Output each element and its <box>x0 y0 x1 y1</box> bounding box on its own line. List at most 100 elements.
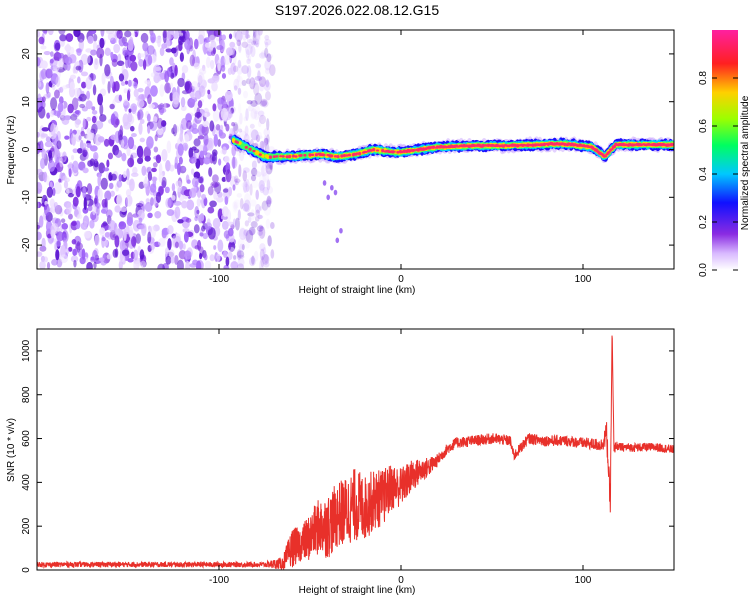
spectrogram-noise-speck <box>40 133 48 138</box>
spectrogram-noise-speck <box>50 122 56 136</box>
spectrogram-noise-speck <box>164 186 170 194</box>
spectrogram-noise-speck <box>52 60 61 72</box>
spectrogram-noise-speck <box>80 130 85 137</box>
spectrogram-noise-speck <box>181 65 189 74</box>
spectrogram-noise-speck <box>174 241 179 248</box>
spectrogram-noise-speck <box>174 206 181 219</box>
spectrogram-noise-speck <box>243 193 251 205</box>
spectrogram-noise-speck <box>151 167 157 173</box>
spectrogram-track-blob <box>340 154 344 158</box>
spectrogram-noise-speck <box>65 33 74 42</box>
spectrogram-noise-speck <box>189 188 197 198</box>
spectrogram-noise-speck <box>260 255 264 268</box>
spectrogram-track-blob <box>392 150 396 153</box>
spectrogram-noise-speck <box>98 257 105 262</box>
spectrogram-noise-speck <box>51 83 56 91</box>
spectrogram-noise-speck <box>237 59 242 69</box>
spectrogram-track-blob <box>330 154 334 158</box>
spectrogram-noise-speck <box>220 107 229 121</box>
spectrogram-noise-speck <box>55 239 62 247</box>
spectrogram-noise-speck <box>191 93 196 100</box>
spectrogram-noise-speck <box>240 30 249 35</box>
spectrogram-noise-speck <box>225 169 232 183</box>
spectrogram-noise-speck <box>254 213 261 220</box>
spectrogram-noise-speck <box>233 30 237 38</box>
spectrogram-noise-speck <box>58 96 64 105</box>
spectrogram-noise-speck <box>119 240 126 252</box>
spectrogram-xtick-label: 100 <box>575 274 592 285</box>
spectrogram-noise-speck <box>259 83 265 92</box>
spectrogram-noise-speck <box>156 117 164 129</box>
spectrogram-track-blob <box>235 141 239 144</box>
spectrogram-noise-speck <box>257 115 264 121</box>
spectrogram-noise-speck <box>245 30 249 40</box>
spectrogram-noise-speck <box>264 137 269 146</box>
spectrogram-noise-speck <box>233 175 239 183</box>
spectrogram-noise-speck <box>96 47 105 59</box>
spectrogram-noise-speck <box>71 239 77 245</box>
spectrogram-noise-speck <box>138 122 143 135</box>
spectrogram-noise-speck <box>266 53 274 59</box>
spectrogram-noise-speck <box>264 167 271 172</box>
spectrogram-noise-speck <box>197 135 205 140</box>
spectrogram-noise-speck <box>129 36 134 46</box>
spectrogram-noise-speck <box>112 249 118 258</box>
spectrogram-noise-speck <box>46 175 50 186</box>
spectrogram-noise-speck <box>46 186 54 198</box>
spectrogram-noise-speck <box>242 180 248 193</box>
spectrogram-noise-speck <box>268 146 275 152</box>
spectrogram-noise-speck <box>230 62 237 75</box>
spectrogram-noise-speck <box>235 217 240 231</box>
spectrogram-noise-speck <box>191 81 199 90</box>
spectrogram-noise-speck <box>85 100 93 110</box>
spectrogram-noise-speck <box>254 215 260 222</box>
spectrogram-noise-speck <box>233 199 242 209</box>
spectrogram-noise-speck <box>179 52 184 62</box>
spectrogram-noise-speck <box>227 228 234 237</box>
spectrogram-noise-speck <box>70 113 78 121</box>
spectrogram-noise-speck <box>37 131 40 138</box>
spectrogram-track-blob <box>345 154 349 157</box>
spectrogram-noise-speck <box>153 73 161 84</box>
spectrogram-noise-speck <box>263 135 268 148</box>
spectrogram-noise-speck <box>149 183 157 193</box>
spectrogram-noise-speck <box>159 84 165 97</box>
spectrogram-noise-speck <box>263 254 269 263</box>
spectrogram-noise-speck <box>118 174 123 182</box>
snr-y-axis: 0 200 400 600 800 1000 <box>21 339 674 573</box>
spectrogram-noise-speck <box>48 150 53 159</box>
spectrogram-noise-speck <box>41 148 47 160</box>
spectrogram-noise-speck <box>164 247 170 255</box>
spectrogram-noise-speck <box>131 235 137 248</box>
spectrogram-noise-speck <box>45 68 53 79</box>
spectrogram-noise-speck <box>149 120 158 132</box>
spectrogram-noise-speck <box>206 30 214 35</box>
spectrogram-noise-speck <box>258 173 266 186</box>
spectrogram-noise-speck <box>212 72 220 83</box>
spectrogram-noise-speck <box>230 107 235 114</box>
spectrogram-noise-speck <box>77 147 83 154</box>
spectrogram-noise-speck <box>181 200 188 209</box>
spectrogram-noise-speck <box>209 34 216 43</box>
spectrogram-noise-speck <box>104 190 112 201</box>
spectrogram-track-blob <box>258 153 262 156</box>
spectrogram-noise-speck <box>259 243 266 252</box>
spectrogram-noise-speck <box>56 140 62 150</box>
spectrogram-noise-speck <box>258 110 265 117</box>
spectrogram-noise-speck <box>73 30 81 38</box>
spectrogram-track-blob <box>275 155 279 158</box>
spectrogram-noise-speck <box>47 30 54 36</box>
spectrogram-noise-speck <box>94 234 100 246</box>
spectrogram-noise-speck <box>113 43 121 54</box>
spectrogram-noise-speck <box>223 264 230 269</box>
spectrogram-noise-speck <box>198 74 203 85</box>
spectrogram-track-blob <box>603 155 608 158</box>
spectrogram-noise-speck <box>194 111 202 118</box>
spectrogram-noise-speck <box>265 79 270 88</box>
spectrogram-noise-speck <box>238 40 242 54</box>
spectrogram-noise-speck <box>196 209 200 214</box>
spectrogram-noise-speck <box>249 256 256 267</box>
spectrogram-noise-speck <box>123 88 128 94</box>
spectrogram-noise-speck <box>104 64 111 77</box>
spectrogram-noise-speck <box>224 155 230 164</box>
